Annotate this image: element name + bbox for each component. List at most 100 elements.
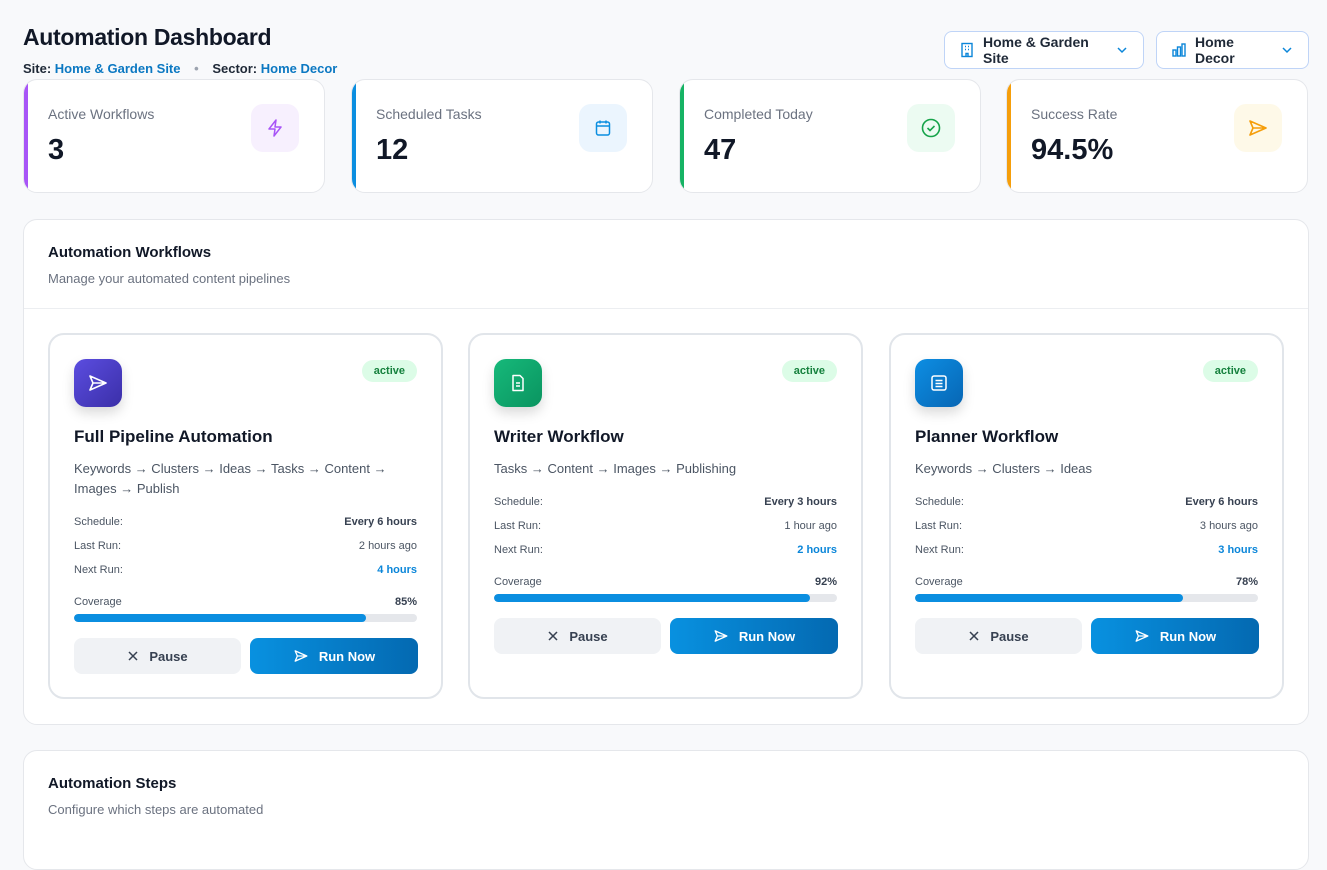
send-icon [74,359,122,407]
last-run-row: Last Run: 1 hour ago [494,520,837,532]
workflow-description: Keywords → Clusters → Ideas [915,461,1093,476]
coverage-progress-bar [74,614,417,622]
next-run-label: Next Run: [74,564,123,576]
last-run-value: 2 hours ago [358,540,417,552]
run-now-button[interactable]: Run Now [1091,618,1259,654]
send-icon [714,630,728,642]
next-run-label: Next Run: [494,544,543,556]
check-circle-icon [907,104,955,152]
separator: • [194,61,199,76]
run-now-label: Run Now [1159,628,1217,644]
last-run-label: Last Run: [74,540,122,552]
last-run-row: Last Run: 2 hours ago [74,540,417,552]
list-icon [915,359,963,407]
send-icon [1234,104,1282,152]
site-value: Home & Garden Site [54,61,181,76]
next-run-value: 4 hours [377,564,417,576]
bar-chart-icon [1172,43,1186,57]
site-selector[interactable]: Home & Garden Site [944,31,1144,69]
coverage-value: 92% [814,576,837,588]
last-run-value: 3 hours ago [1199,520,1258,532]
document-icon [494,359,542,407]
last-run-value: 1 hour ago [784,520,837,532]
run-now-label: Run Now [738,628,796,644]
next-run-row: Next Run: 4 hours [74,564,417,576]
site-sector-info: Site: Home & Garden Site • Sector: Home … [23,61,337,76]
schedule-label: Schedule: [915,496,964,508]
workflow-description: Keywords → Clusters → Ideas → Tasks → Co… [74,461,387,496]
close-icon [548,631,558,641]
workflow-title: Writer Workflow [494,427,624,446]
next-run-value: 2 hours [797,544,837,556]
last-run-row: Last Run: 3 hours ago [915,520,1258,532]
coverage-value: 78% [1235,576,1258,588]
send-icon [1135,630,1149,642]
stat-value: 94.5% [1031,134,1114,166]
panel-title: Automation Steps [48,775,177,792]
coverage-progress-bar [494,594,837,602]
pause-button[interactable]: Pause [915,618,1082,654]
chevron-down-icon [1117,47,1127,54]
workflow-card: active Writer Workflow Tasks → Content →… [468,333,863,699]
panel-title: Automation Workflows [48,244,212,261]
last-run-label: Last Run: [915,520,963,532]
panel-description: Configure which steps are automated [48,802,264,817]
schedule-value: Every 6 hours [344,516,417,528]
send-icon [294,650,308,662]
run-now-button[interactable]: Run Now [250,638,418,674]
sector-value: Home Decor [260,61,338,76]
sector-selector-value: Home Decor [1195,34,1235,66]
status-badge: active [1202,360,1258,382]
panel-description: Manage your automated content pipelines [48,271,291,286]
close-icon [969,631,979,641]
coverage-label: Coverage [915,576,963,588]
workflow-title: Full Pipeline Automation [74,427,273,446]
pause-button[interactable]: Pause [494,618,661,654]
schedule-value: Every 6 hours [1185,496,1258,508]
stat-card-scheduled-tasks: Scheduled Tasks 12 [351,79,653,193]
status-badge: active [361,360,417,382]
coverage-row: Coverage 78% [915,576,1258,588]
stat-value: 12 [376,134,409,166]
calendar-icon [579,104,627,152]
schedule-value: Every 3 hours [764,496,837,508]
stat-label: Completed Today [704,106,813,122]
schedule-row: Schedule: Every 6 hours [915,496,1258,508]
building-icon [961,42,973,58]
sector-label: Sector: [212,61,258,76]
coverage-row: Coverage 85% [74,596,417,608]
coverage-progress-fill [915,594,1183,602]
close-icon [128,651,138,661]
pause-button[interactable]: Pause [74,638,241,674]
coverage-progress-fill [74,614,366,622]
status-badge: active [781,360,837,382]
automation-steps-panel: Automation Steps Configure which steps a… [23,750,1309,870]
coverage-progress-bar [915,594,1258,602]
workflow-title: Planner Workflow [915,427,1059,446]
last-run-label: Last Run: [494,520,542,532]
coverage-progress-fill [494,594,810,602]
stat-card-success-rate: Success Rate 94.5% [1006,79,1308,193]
next-run-label: Next Run: [915,544,964,556]
stat-label: Scheduled Tasks [376,106,482,122]
run-now-button[interactable]: Run Now [670,618,838,654]
chevron-down-icon [1282,47,1292,54]
stat-card-active-workflows: Active Workflows 3 [23,79,325,193]
sector-selector[interactable]: Home Decor [1156,31,1309,69]
stat-card-completed-today: Completed Today 47 [679,79,981,193]
pause-label: Pause [149,648,188,664]
stat-label: Active Workflows [48,106,155,122]
bolt-icon [251,104,299,152]
workflow-description: Tasks → Content → Images → Publishing [494,461,737,476]
site-label: Site: [23,61,52,76]
next-run-value: 3 hours [1218,544,1258,556]
schedule-label: Schedule: [494,496,543,508]
coverage-row: Coverage 92% [494,576,837,588]
site-selector-value: Home & Garden Site [983,34,1089,66]
page-title: Automation Dashboard [23,24,272,50]
coverage-value: 85% [394,596,417,608]
stat-value: 47 [704,134,737,166]
schedule-label: Schedule: [74,516,123,528]
stat-label: Success Rate [1031,106,1118,122]
schedule-row: Schedule: Every 6 hours [74,516,417,528]
